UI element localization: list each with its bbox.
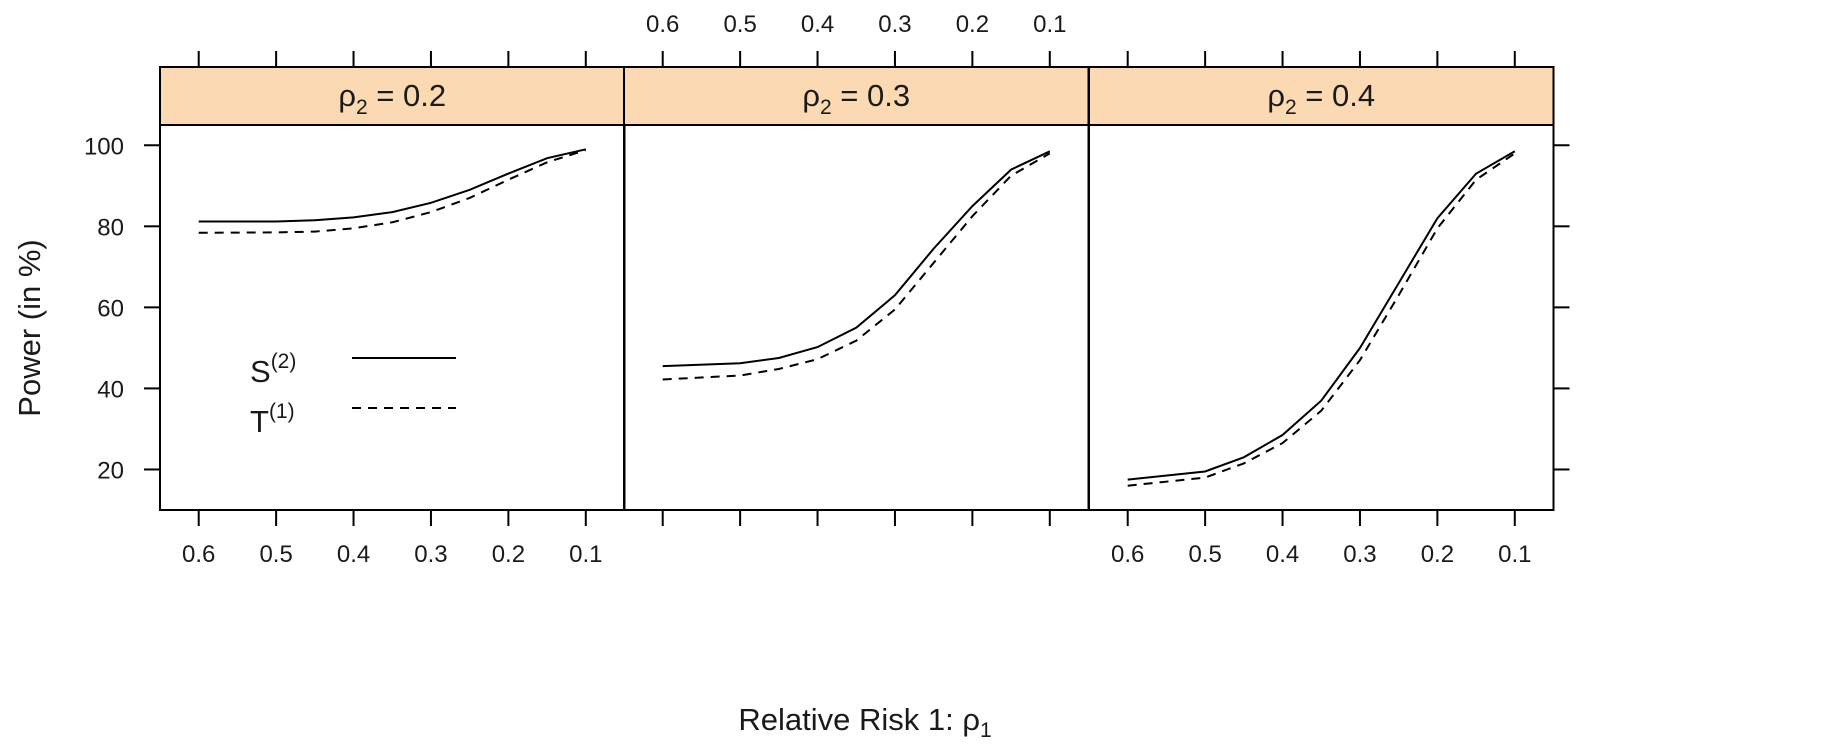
strip-symbol: ρ — [1267, 78, 1285, 113]
legend-label-base: S — [250, 354, 271, 389]
strip-label: ρ2 = 0.3 — [802, 78, 910, 119]
strip-background — [623, 66, 1090, 126]
strip-symbol: ρ — [338, 78, 356, 113]
x-tick-label: 0.4 — [1266, 541, 1299, 568]
x-tick-label: 0.5 — [1188, 541, 1221, 568]
series-line — [662, 152, 1051, 381]
strip-symbol: ρ — [802, 78, 820, 113]
axis-ticks: 0.6 0.5 0.4 0.3 0.2 0.1 0.6 0.5 0.4 0.3 0.2 0.1 0.6 0… — [84, 11, 1570, 568]
strip-subscript: 2 — [820, 96, 832, 119]
x-tick-label-top: 0.5 — [723, 11, 756, 38]
x-tick-label: 0.6 — [182, 541, 215, 568]
panel-frames — [159, 124, 1555, 511]
x-tick-label: 0.3 — [414, 541, 447, 568]
y-tick-label: 80 — [97, 214, 124, 241]
x-axis-title: Relative Risk 1: ρ1 — [738, 702, 991, 742]
x-tick-label: 0.2 — [1421, 541, 1454, 568]
x-tick-label-top: 0.2 — [956, 11, 989, 38]
legend-label-superscript: (2) — [271, 350, 297, 373]
x-tick-label: 0.4 — [337, 541, 370, 568]
strip-value: = 0.3 — [832, 78, 910, 113]
panel-frame — [159, 124, 626, 511]
y-tick-label: 20 — [97, 457, 124, 484]
legend-label: S(2) — [250, 350, 296, 389]
strip-subscript: 2 — [1285, 96, 1297, 119]
y-tick-label: 100 — [84, 133, 124, 160]
x-tick-label-top: 0.4 — [801, 11, 834, 38]
x-tick-label-top: 0.1 — [1033, 11, 1066, 38]
series-line — [1127, 152, 1516, 487]
x-tick-label: 0.6 — [1111, 541, 1144, 568]
series-line — [662, 150, 1051, 368]
series-line — [198, 148, 587, 223]
strip-background — [1088, 66, 1555, 126]
y-axis-title: Power (in %) — [12, 239, 47, 416]
panel-strips: ρ2 = 0.2 ρ2 = 0.3 ρ2 = 0.4 — [159, 66, 1555, 126]
x-tick-label: 0.1 — [1498, 541, 1531, 568]
strip-value: = 0.4 — [1297, 78, 1375, 113]
panel-frame — [1088, 124, 1555, 511]
strip-label: ρ2 = 0.2 — [338, 78, 446, 119]
x-tick-label: 0.5 — [259, 541, 292, 568]
x-tick-label: 0.3 — [1343, 541, 1376, 568]
y-tick-label: 40 — [97, 376, 124, 403]
x-tick-label-top: 0.3 — [878, 11, 911, 38]
x-axis-title-symbol: ρ — [962, 702, 980, 737]
strip-subscript: 2 — [356, 96, 368, 119]
legend: S(2) T(1) — [250, 350, 456, 439]
panel-frame — [623, 124, 1090, 511]
series-line — [1127, 150, 1516, 481]
x-tick-label: 0.2 — [492, 541, 525, 568]
x-axis-title-text: Relative Risk 1: — [738, 702, 962, 737]
legend-label-base: T — [250, 404, 269, 439]
strip-background — [159, 66, 626, 126]
series-line — [198, 149, 587, 234]
strip-value: = 0.2 — [368, 78, 446, 113]
x-tick-label-top: 0.6 — [646, 11, 679, 38]
strip-label: ρ2 = 0.4 — [1267, 78, 1375, 119]
data-series — [198, 148, 1516, 487]
legend-label-superscript: (1) — [269, 400, 295, 423]
y-tick-label: 60 — [97, 295, 124, 322]
x-axis-title-subscript: 1 — [980, 719, 992, 742]
x-tick-label: 0.1 — [569, 541, 602, 568]
legend-label: T(1) — [250, 400, 295, 439]
